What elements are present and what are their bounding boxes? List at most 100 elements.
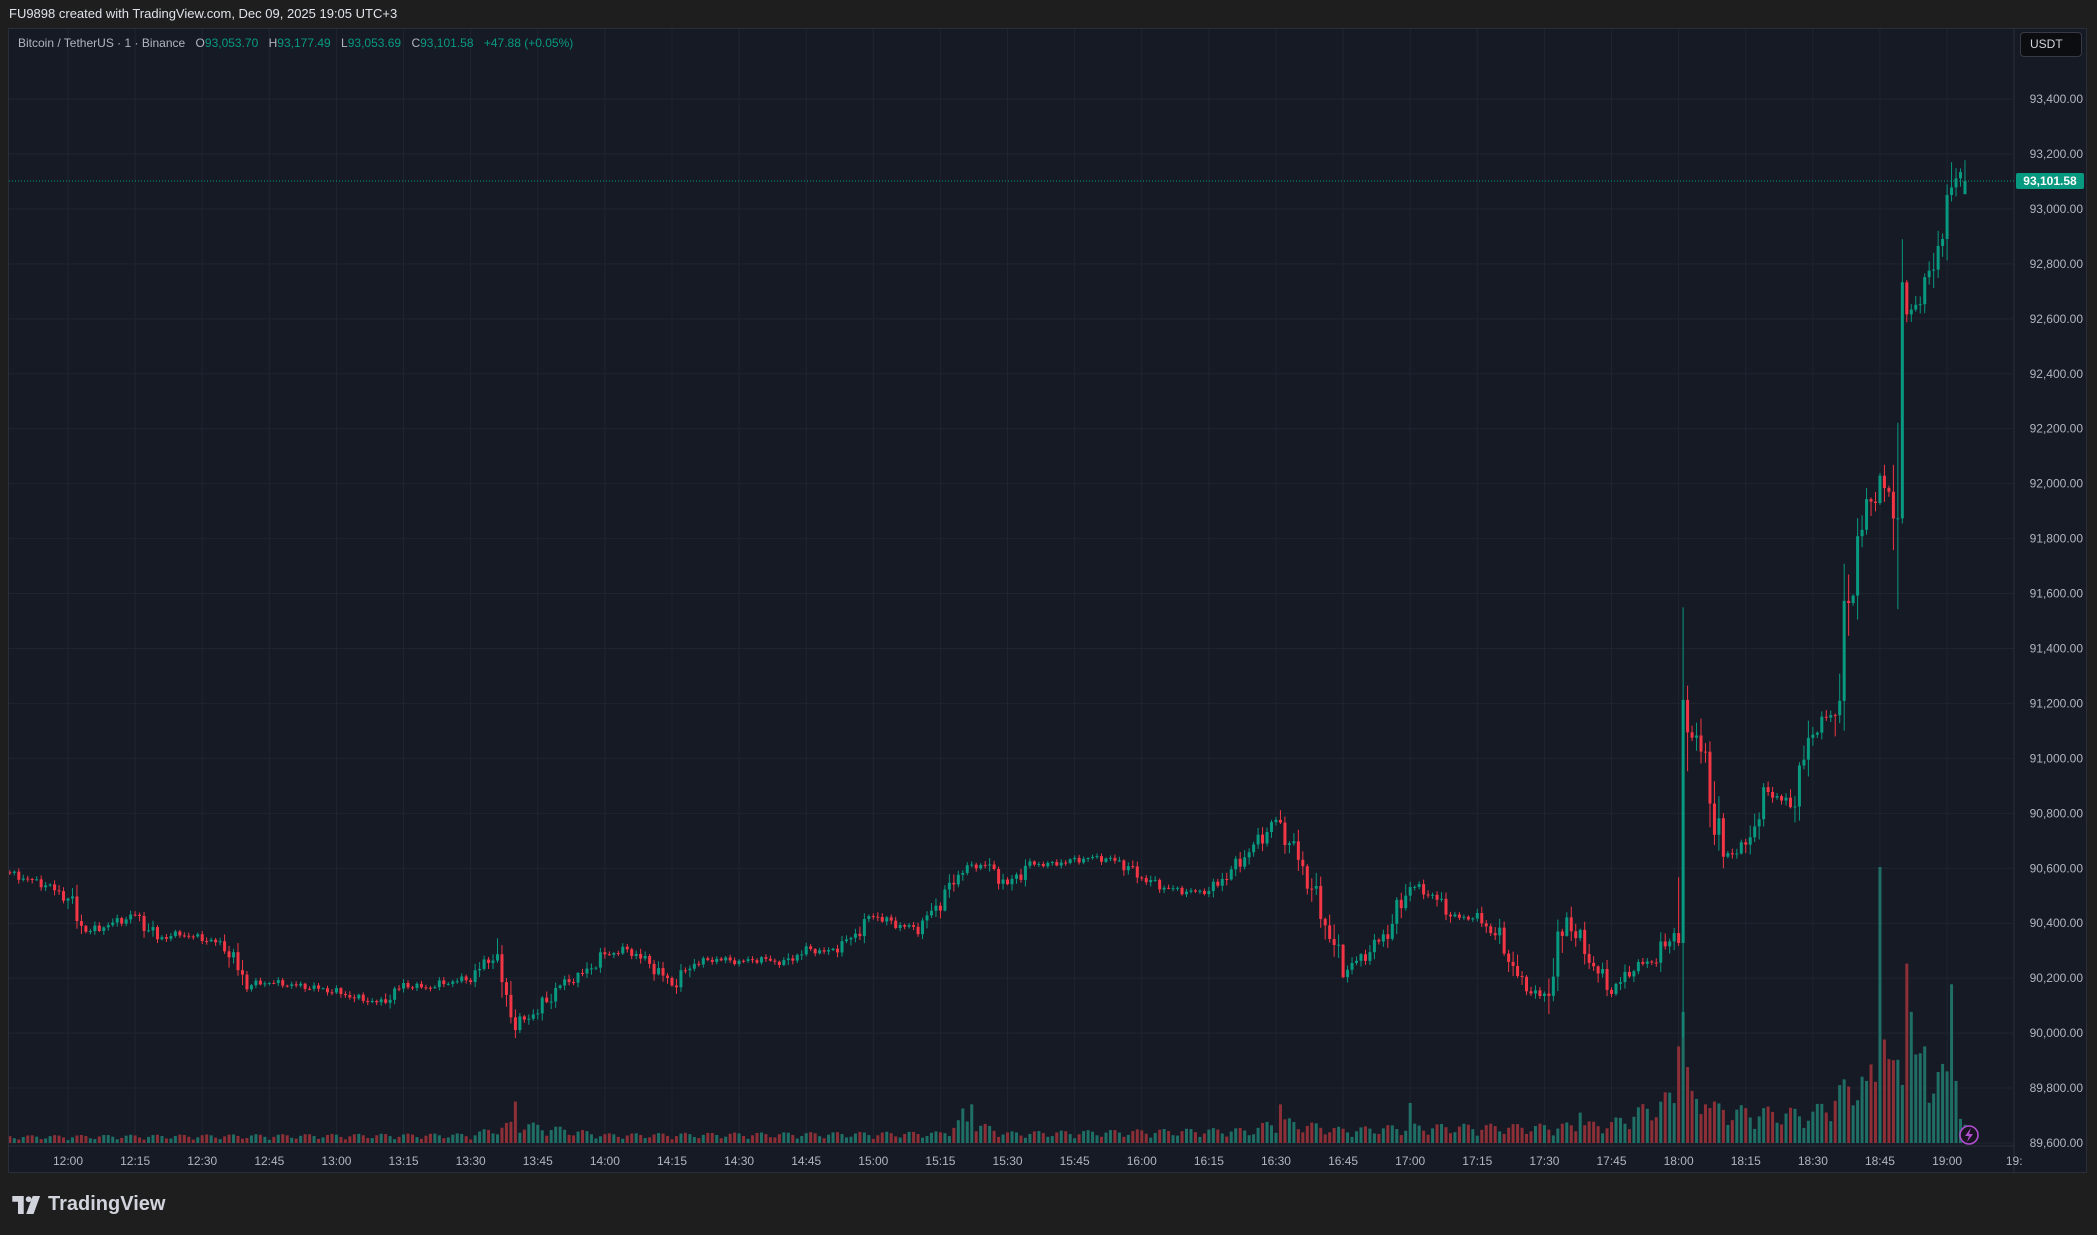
candle-body[interactable] xyxy=(1802,759,1806,766)
candle-body[interactable] xyxy=(232,952,236,958)
candle-body[interactable] xyxy=(589,968,593,970)
candle-body[interactable] xyxy=(1399,899,1403,909)
candle-body[interactable] xyxy=(666,975,670,979)
candle-body[interactable] xyxy=(674,985,678,988)
candle-body[interactable] xyxy=(643,955,647,959)
candle-body[interactable] xyxy=(1941,238,1945,246)
candle-body[interactable] xyxy=(352,997,356,999)
candle-body[interactable] xyxy=(1815,732,1819,735)
candle-body[interactable] xyxy=(554,987,558,1002)
candle-body[interactable] xyxy=(849,937,853,940)
candle-body[interactable] xyxy=(853,933,857,938)
candle-body[interactable] xyxy=(885,917,889,922)
candle-body[interactable] xyxy=(1569,917,1573,932)
candle-body[interactable] xyxy=(285,985,289,987)
candle-body[interactable] xyxy=(424,987,428,989)
candle-body[interactable] xyxy=(818,950,822,954)
candle-body[interactable] xyxy=(1565,917,1569,936)
candle-body[interactable] xyxy=(227,951,231,958)
candle-body[interactable] xyxy=(258,980,262,985)
candle-body[interactable] xyxy=(1900,282,1904,519)
candle-body[interactable] xyxy=(1529,991,1533,994)
candle-body[interactable] xyxy=(1654,962,1658,964)
tradingview-logo[interactable]: TradingView xyxy=(12,1193,165,1216)
candle-body[interactable] xyxy=(1699,735,1703,752)
candle-body[interactable] xyxy=(800,954,804,956)
candle-body[interactable] xyxy=(755,960,759,963)
candle-body[interactable] xyxy=(679,970,683,988)
candle-body[interactable] xyxy=(563,979,567,986)
candle-body[interactable] xyxy=(1417,884,1421,887)
candle-body[interactable] xyxy=(1833,715,1837,717)
candle-body[interactable] xyxy=(53,884,57,891)
candle-body[interactable] xyxy=(1440,898,1444,900)
candle-body[interactable] xyxy=(142,915,146,931)
candle-body[interactable] xyxy=(567,979,571,983)
candle-body[interactable] xyxy=(1135,866,1139,878)
candle-body[interactable] xyxy=(1082,858,1086,863)
candle-body[interactable] xyxy=(1847,600,1851,604)
candle-body[interactable] xyxy=(513,1017,517,1031)
candle-body[interactable] xyxy=(1748,837,1752,845)
candle-body[interactable] xyxy=(648,955,652,964)
candle-body[interactable] xyxy=(1601,969,1605,974)
candle-body[interactable] xyxy=(1498,927,1502,936)
candle-body[interactable] xyxy=(1918,304,1922,306)
candle-body[interactable] xyxy=(594,967,598,969)
candle-body[interactable] xyxy=(106,925,110,928)
candle-body[interactable] xyxy=(1359,954,1363,961)
candle-body[interactable] xyxy=(1220,878,1224,886)
candle-body[interactable] xyxy=(469,980,473,983)
candle-body[interactable] xyxy=(464,976,468,981)
candle-body[interactable] xyxy=(791,958,795,961)
candle-body[interactable] xyxy=(1650,961,1654,963)
candle-body[interactable] xyxy=(1310,888,1314,890)
candle-body[interactable] xyxy=(205,941,209,943)
candle-body[interactable] xyxy=(1265,832,1269,844)
candle-body[interactable] xyxy=(281,980,285,986)
candle-body[interactable] xyxy=(773,960,777,962)
candle-body[interactable] xyxy=(1824,716,1828,718)
candle-body[interactable] xyxy=(1448,914,1452,917)
candle-body[interactable] xyxy=(956,874,960,885)
candle-body[interactable] xyxy=(1341,944,1345,978)
candle-body[interactable] xyxy=(1690,732,1694,738)
candle-body[interactable] xyxy=(245,974,249,990)
candle-body[interactable] xyxy=(1408,887,1412,896)
candle-body[interactable] xyxy=(1681,699,1685,943)
candle-body[interactable] xyxy=(1189,890,1193,892)
candle-body[interactable] xyxy=(1171,888,1175,890)
candle-body[interactable] xyxy=(1730,853,1734,855)
candle-body[interactable] xyxy=(393,988,397,1000)
candle-body[interactable] xyxy=(44,885,48,888)
candle-body[interactable] xyxy=(1605,969,1609,990)
candle-body[interactable] xyxy=(603,952,607,955)
candle-body[interactable] xyxy=(97,925,101,932)
candle-body[interactable] xyxy=(1122,860,1126,871)
candle-body[interactable] xyxy=(1185,891,1188,895)
candle-body[interactable] xyxy=(1914,304,1918,310)
candle-body[interactable] xyxy=(334,988,338,993)
candle-body[interactable] xyxy=(527,1018,531,1020)
candle-body[interactable] xyxy=(1010,878,1014,885)
candle-body[interactable] xyxy=(1126,866,1130,871)
candle-body[interactable] xyxy=(160,937,164,940)
candle-body[interactable] xyxy=(1878,475,1882,504)
candle-body[interactable] xyxy=(504,982,508,995)
candle-body[interactable] xyxy=(1896,518,1900,520)
candle-body[interactable] xyxy=(1014,874,1018,879)
candle-body[interactable] xyxy=(1202,890,1206,894)
candle-body[interactable] xyxy=(836,948,840,953)
candle-body[interactable] xyxy=(822,950,826,952)
candle-body[interactable] xyxy=(1073,857,1077,860)
candle-body[interactable] xyxy=(1328,925,1332,939)
candle-body[interactable] xyxy=(1632,971,1636,977)
candle-body[interactable] xyxy=(169,936,173,939)
candle-body[interactable] xyxy=(965,865,969,873)
candle-body[interactable] xyxy=(804,946,808,955)
candle-body[interactable] xyxy=(1873,501,1877,504)
candle-body[interactable] xyxy=(1686,699,1690,733)
candle-body[interactable] xyxy=(1372,939,1376,953)
candle-body[interactable] xyxy=(147,930,151,932)
candle-body[interactable] xyxy=(1547,993,1551,996)
